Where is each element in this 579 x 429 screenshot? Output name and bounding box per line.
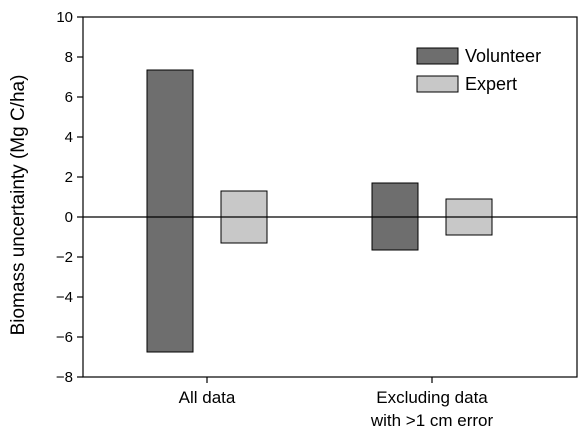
y-axis-label: Biomass uncertainty (Mg C/ha)	[8, 75, 29, 336]
y-tick-label: 8	[65, 49, 73, 66]
y-tick-label: 2	[65, 169, 73, 186]
legend: Volunteer Expert	[416, 46, 541, 94]
x-tick-label: All data	[179, 388, 236, 407]
x-axis-ticks: All data Excluding data with >1 cm error	[179, 377, 494, 429]
bars-group	[146, 69, 493, 353]
legend-swatch-expert	[416, 75, 459, 93]
plot-frame	[82, 16, 578, 378]
y-tick-label: 0	[65, 209, 73, 226]
legend-label-volunteer: Volunteer	[465, 46, 541, 66]
y-axis-ticks: −8 −6 −4 −2 0 2 4 6 8 10	[56, 9, 83, 386]
bar-volunteer-0	[146, 69, 194, 353]
y-tick-label: 6	[65, 89, 73, 106]
x-tick-label: with >1 cm error	[370, 411, 494, 429]
x-tick-label: Excluding data	[376, 388, 488, 407]
y-tick-label: −2	[56, 249, 73, 266]
legend-label-expert: Expert	[465, 74, 517, 94]
y-tick-label: −4	[56, 289, 73, 306]
y-tick-label: −6	[56, 329, 73, 346]
legend-swatch-volunteer	[416, 47, 459, 65]
y-tick-label: 4	[65, 129, 73, 146]
y-tick-label: −8	[56, 369, 73, 386]
y-tick-label: 10	[56, 9, 73, 26]
